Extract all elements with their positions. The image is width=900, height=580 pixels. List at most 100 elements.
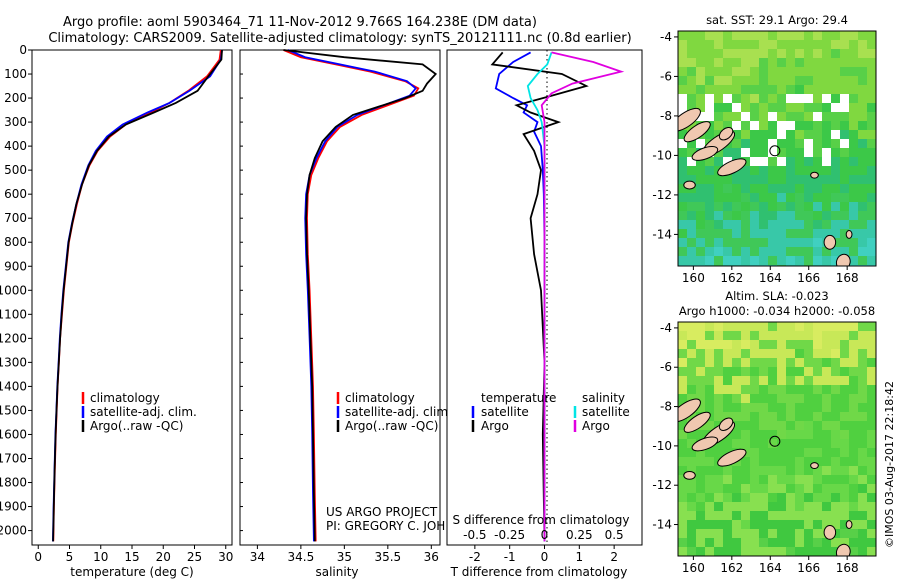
sla-map-panel: Altim. SLA: -0.023 Argo h1000: -0.034 h2… [652, 289, 877, 575]
map-cell [840, 412, 850, 422]
map-cell [858, 484, 868, 494]
map-cell [759, 130, 769, 140]
map-cell [759, 229, 769, 239]
map-cell [705, 394, 715, 404]
map-cell [786, 76, 796, 86]
map-cell [804, 439, 814, 449]
map-cell [858, 58, 868, 68]
map-cell [723, 31, 733, 41]
map-cell [678, 85, 688, 95]
map-cell [786, 448, 796, 458]
legend-satellite: satellite-adj. clim. [345, 405, 452, 419]
map-cell [777, 367, 787, 377]
map-cell [687, 457, 697, 467]
map-cell [858, 229, 868, 239]
map-cell [840, 349, 850, 359]
map-cell [840, 157, 850, 167]
map-cell [822, 448, 832, 458]
map-cell [849, 430, 859, 440]
map-cell [696, 520, 706, 530]
y-tick-label: 500 [4, 163, 27, 177]
map-cell [822, 157, 832, 167]
map-cell [723, 331, 733, 341]
y-tick-label: 1300 [0, 355, 27, 369]
map-cell [867, 112, 876, 122]
map-cell [831, 166, 841, 176]
map-cell [858, 439, 868, 449]
map-cell [741, 139, 751, 149]
map-cell [867, 322, 876, 332]
map-cell [696, 376, 706, 386]
map-cell [768, 58, 778, 68]
map-cell [705, 466, 715, 476]
map-cell [867, 367, 876, 377]
map-cell [786, 403, 796, 413]
map-cell [687, 148, 697, 158]
map-cell [867, 175, 876, 185]
map-cell [840, 421, 850, 431]
map-cell [696, 157, 706, 167]
map-cell [705, 538, 715, 548]
map-cell [696, 349, 706, 359]
map-cell [678, 394, 688, 404]
map-cell [867, 184, 876, 194]
map-cell [705, 520, 715, 530]
map-cell [741, 112, 751, 122]
map-cell [804, 130, 814, 140]
map-cell [786, 67, 796, 77]
y-tick-label: 1000 [0, 283, 27, 297]
map-cell [750, 103, 760, 113]
map-cell [777, 166, 787, 176]
map-cell [804, 466, 814, 476]
map-cell [750, 520, 760, 530]
map-cell [831, 358, 841, 368]
map-cell [768, 76, 778, 86]
map-cell [867, 331, 876, 341]
map-cell [768, 130, 778, 140]
map-cell [849, 211, 859, 221]
map-cell [759, 547, 769, 556]
map-cell [750, 439, 760, 449]
map-cell [867, 457, 876, 467]
map-cell [831, 31, 841, 41]
map-cell [858, 238, 868, 248]
map-cell [777, 94, 787, 104]
map-cell [831, 157, 841, 167]
legend-climatology: climatology [90, 391, 160, 405]
map-cell [822, 175, 832, 185]
map-cell [831, 394, 841, 404]
header-line2: Climatology: CARS2009. Satellite-adjuste… [48, 31, 631, 46]
map-cell [750, 184, 760, 194]
map-cell [723, 394, 733, 404]
map-cell [822, 385, 832, 395]
map-cell [750, 403, 760, 413]
map-cell [840, 58, 850, 68]
map-cell [831, 202, 841, 212]
map-cell [714, 49, 724, 59]
map-cell [813, 58, 823, 68]
map-cell [795, 76, 805, 86]
map-cell [705, 331, 715, 341]
map-cell [840, 184, 850, 194]
map-cell [822, 256, 832, 266]
map-cell [813, 367, 823, 377]
map-cell [804, 421, 814, 431]
map-cell [732, 220, 742, 230]
map-cell [768, 121, 778, 131]
map-cell [813, 112, 823, 122]
map-cell [687, 31, 697, 41]
s-tick-label: -0.25 [494, 528, 525, 542]
map-cell [822, 511, 832, 521]
map-cell [678, 148, 688, 158]
y-tick-label: 1900 [0, 500, 27, 514]
map-cell [705, 421, 715, 431]
map-cell [831, 448, 841, 458]
map-cell [741, 238, 751, 248]
map-cell [723, 502, 733, 512]
map-cell [705, 193, 715, 203]
map-cell [777, 67, 787, 77]
map-cell [705, 184, 715, 194]
lon-tick-label: 164 [759, 561, 782, 575]
island [718, 126, 734, 141]
map-cell [831, 430, 841, 440]
